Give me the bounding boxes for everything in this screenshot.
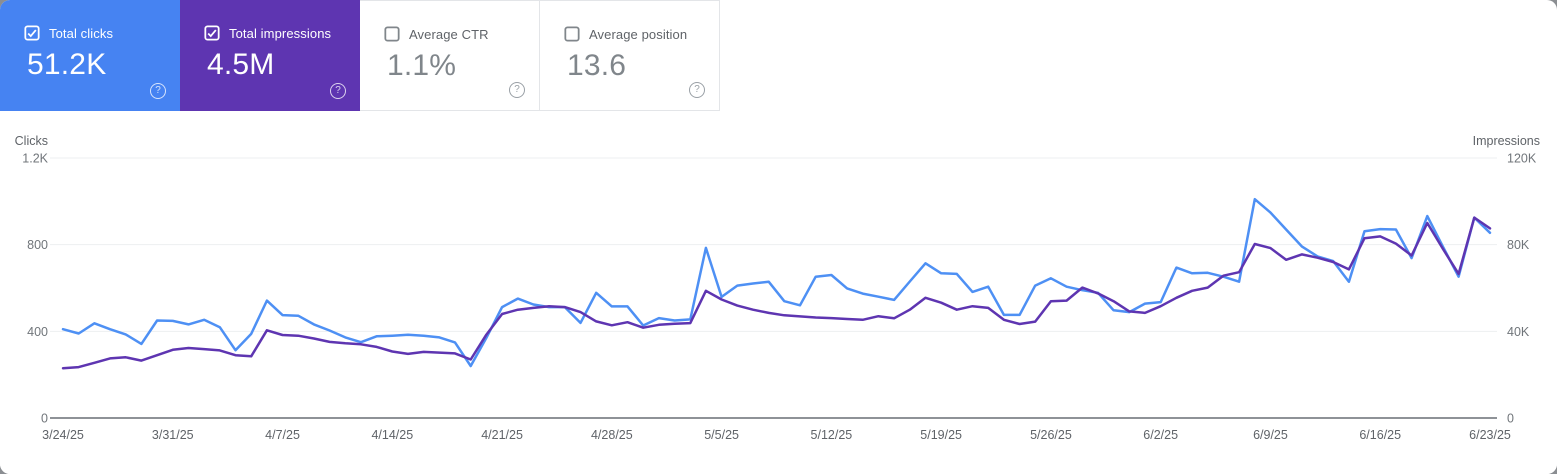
x-axis-date-label: 4/28/25	[591, 428, 633, 442]
x-axis-date-label: 6/23/25	[1469, 428, 1511, 442]
left-axis-tick-label: 800	[27, 238, 48, 252]
x-axis-date-label: 4/7/25	[265, 428, 300, 442]
x-axis-date-label: 3/24/25	[42, 428, 84, 442]
metric-card-header: Average position	[564, 26, 719, 42]
metric-card-header: Average CTR	[384, 26, 539, 42]
right-axis-tick-label: 40K	[1507, 325, 1530, 339]
left-axis-tick-label: 0	[41, 412, 48, 426]
average-ctr-checkbox[interactable]	[384, 26, 400, 42]
x-axis-date-label: 5/12/25	[811, 428, 853, 442]
help-icon[interactable]: ?	[509, 82, 525, 98]
metric-card-average-ctr[interactable]: Average CTR 1.1% ?	[360, 0, 540, 111]
x-axis-date-label: 6/9/25	[1253, 428, 1288, 442]
x-axis-date-label: 5/19/25	[920, 428, 962, 442]
metric-card-average-position[interactable]: Average position 13.6 ?	[540, 0, 720, 111]
x-axis-date-label: 5/5/25	[704, 428, 739, 442]
help-icon[interactable]: ?	[150, 83, 166, 99]
checkbox-empty-icon	[384, 26, 400, 42]
clicks-line[interactable]	[61, 197, 1492, 368]
total-clicks-checkbox[interactable]	[24, 25, 40, 41]
metric-card-header: Total impressions	[204, 25, 360, 41]
x-axis-date-label: 5/26/25	[1030, 428, 1072, 442]
total-impressions-checkbox[interactable]	[204, 25, 220, 41]
checkbox-checked-icon	[204, 25, 220, 41]
metric-card-value: 13.6	[567, 49, 627, 82]
metric-card-label: Average CTR	[409, 26, 489, 42]
right-axis-tick-label: 0	[1507, 412, 1514, 426]
metric-card-label: Total impressions	[229, 25, 332, 41]
left-axis-title: Clicks	[15, 134, 48, 148]
metric-cards-row: Total clicks 51.2K ? Total impressions 4…	[0, 0, 720, 111]
chart-canvas[interactable]: 0 0 400 40K 800 80K 1.2K 120K Clicks Impressions 3…	[0, 111, 1557, 474]
right-axis-title: Impressions	[1473, 134, 1540, 148]
impressions-line[interactable]	[61, 216, 1492, 370]
metric-card-header: Total clicks	[24, 25, 180, 41]
metric-card-value: 4.5M	[207, 48, 275, 81]
right-axis-tick-label: 120K	[1507, 152, 1537, 166]
x-axis-date-label: 4/21/25	[481, 428, 523, 442]
checkbox-checked-icon	[24, 25, 40, 41]
metric-card-label: Average position	[589, 26, 688, 42]
x-axis-date-label: 3/31/25	[152, 428, 194, 442]
metric-card-total-impressions[interactable]: Total impressions 4.5M ?	[180, 0, 360, 111]
left-axis-tick-label: 1.2K	[22, 152, 48, 166]
help-icon[interactable]: ?	[330, 83, 346, 99]
metric-card-label: Total clicks	[49, 25, 114, 41]
help-icon[interactable]: ?	[689, 82, 705, 98]
metric-card-total-clicks[interactable]: Total clicks 51.2K ?	[0, 0, 180, 111]
left-axis-tick-label: 400	[27, 325, 48, 339]
right-axis-tick-label: 80K	[1507, 238, 1530, 252]
performance-line-chart[interactable]: 0 0 400 40K 800 80K 1.2K 120K Clicks Impressions 3…	[0, 111, 1557, 474]
x-axis-date-label: 4/14/25	[371, 428, 413, 442]
metric-card-value: 51.2K	[27, 48, 107, 81]
average-position-checkbox[interactable]	[564, 26, 580, 42]
metric-card-value: 1.1%	[387, 49, 457, 82]
x-axis-date-label: 6/2/25	[1143, 428, 1178, 442]
x-axis-date-label: 6/16/25	[1359, 428, 1401, 442]
checkbox-empty-icon	[564, 26, 580, 42]
